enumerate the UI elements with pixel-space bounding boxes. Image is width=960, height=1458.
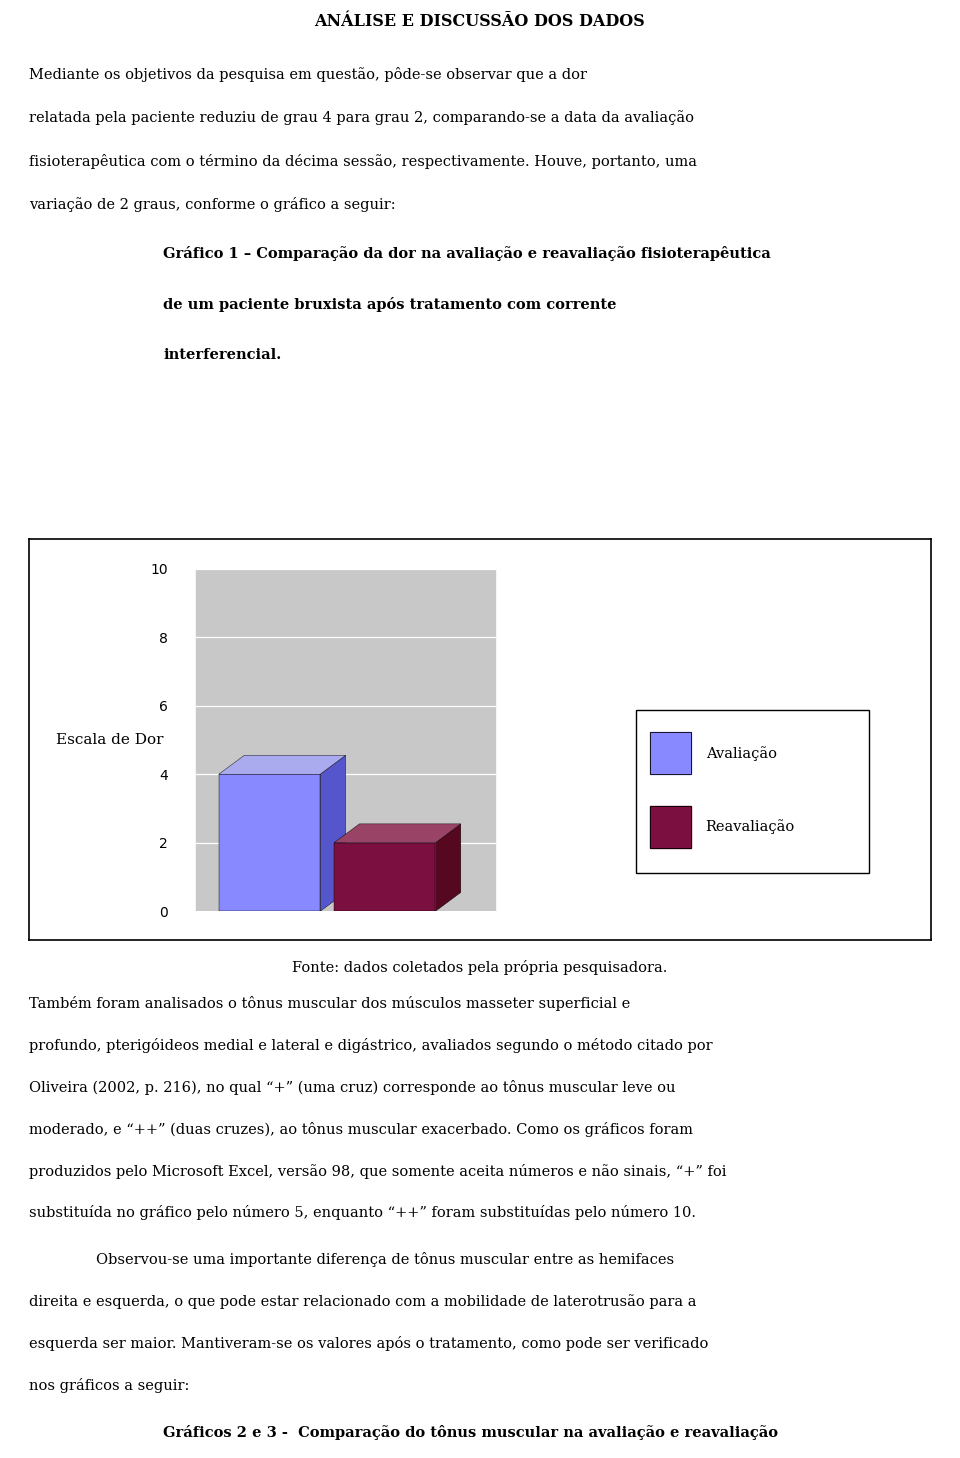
Text: interferencial.: interferencial. xyxy=(163,347,281,362)
Text: fisioterapêutica com o término da décima sessão, respectivamente. Houve, portant: fisioterapêutica com o término da décima… xyxy=(29,153,697,169)
Text: Também foram analisados o tônus muscular dos músculos masseter superficial e: Também foram analisados o tônus muscular… xyxy=(29,996,630,1012)
Bar xyxy=(651,806,691,849)
Text: esquerda ser maior. Mantiveram-se os valores após o tratamento, como pode ser ve: esquerda ser maior. Mantiveram-se os val… xyxy=(29,1336,708,1352)
Text: produzidos pelo Microsoft Excel, versão 98, que somente aceita números e não sin: produzidos pelo Microsoft Excel, versão … xyxy=(29,1163,727,1178)
Polygon shape xyxy=(436,824,461,911)
Text: relatada pela paciente reduziu de grau 4 para grau 2, comparando-se a data da av: relatada pela paciente reduziu de grau 4… xyxy=(29,111,694,125)
Text: Gráfico 1 – Comparação da dor na avaliação e reavaliação fisioterapêutica: Gráfico 1 – Comparação da dor na avaliaç… xyxy=(163,246,771,261)
Text: nos gráficos a seguir:: nos gráficos a seguir: xyxy=(29,1378,189,1392)
Polygon shape xyxy=(219,755,346,774)
Bar xyxy=(651,732,691,774)
Text: Escala de Dor: Escala de Dor xyxy=(56,733,163,746)
Polygon shape xyxy=(321,755,346,911)
Bar xyxy=(219,774,321,911)
Text: variação de 2 graus, conforme o gráfico a seguir:: variação de 2 graus, conforme o gráfico … xyxy=(29,197,396,213)
Text: direita e esquerda, o que pode estar relacionado com a mobilidade de laterotrusã: direita e esquerda, o que pode estar rel… xyxy=(29,1295,696,1309)
Text: Reavaliação: Reavaliação xyxy=(706,819,795,834)
Bar xyxy=(651,732,691,774)
Polygon shape xyxy=(334,824,461,843)
Text: moderado, e “++” (duas cruzes), ao tônus muscular exacerbado. Como os gráficos f: moderado, e “++” (duas cruzes), ao tônus… xyxy=(29,1121,693,1137)
Text: de um paciente bruxista após tratamento com corrente: de um paciente bruxista após tratamento … xyxy=(163,297,616,312)
Text: ANÁLISE E DISCUSSÃO DOS DADOS: ANÁLISE E DISCUSSÃO DOS DADOS xyxy=(315,13,645,31)
Text: Oliveira (2002, p. 216), no qual “+” (uma cruz) corresponde ao tônus muscular le: Oliveira (2002, p. 216), no qual “+” (um… xyxy=(29,1080,675,1095)
Text: profundo, pterigóideos medial e lateral e digástrico, avaliados segundo o método: profundo, pterigóideos medial e lateral … xyxy=(29,1038,712,1053)
Text: Fonte: dados coletados pela própria pesquisadora.: Fonte: dados coletados pela própria pesq… xyxy=(292,961,668,975)
Text: Gráficos 2 e 3 -  Comparação do tônus muscular na avaliação e reavaliação: Gráficos 2 e 3 - Comparação do tônus mus… xyxy=(163,1424,779,1441)
Bar xyxy=(651,806,691,849)
Text: Avaliação: Avaliação xyxy=(706,746,777,761)
Text: substituída no gráfico pelo número 5, enquanto “++” foram substituídas pelo núme: substituída no gráfico pelo número 5, en… xyxy=(29,1206,696,1220)
Bar xyxy=(334,843,436,911)
Bar xyxy=(196,569,495,911)
Text: Mediante os objetivos da pesquisa em questão, pôde-se observar que a dor: Mediante os objetivos da pesquisa em que… xyxy=(29,67,587,82)
Text: Observou-se uma importante diferença de tônus muscular entre as hemifaces: Observou-se uma importante diferença de … xyxy=(96,1252,674,1267)
FancyBboxPatch shape xyxy=(636,710,869,873)
